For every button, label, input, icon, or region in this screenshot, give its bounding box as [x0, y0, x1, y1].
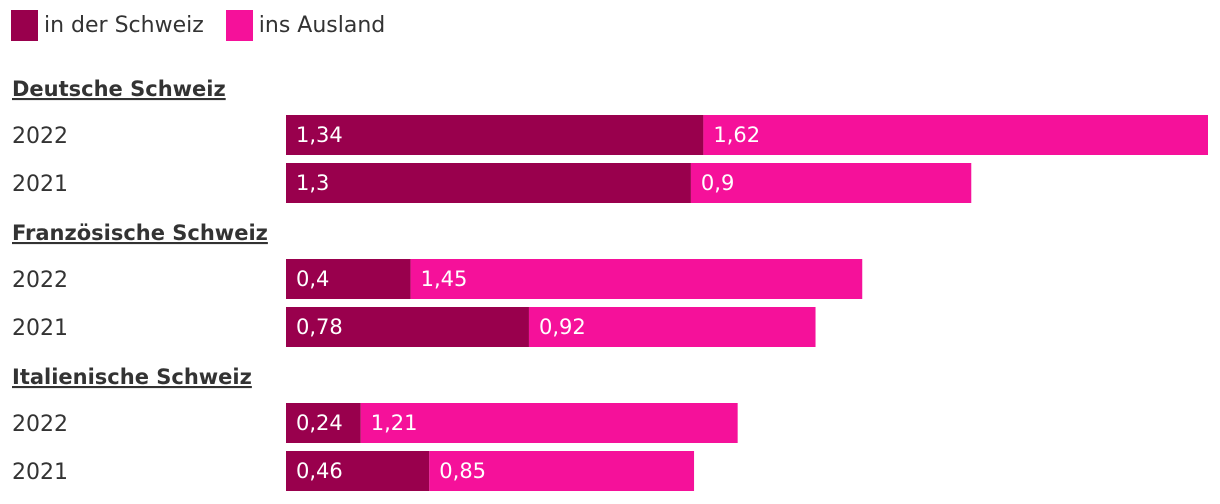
legend-swatch-in-der-schweiz: [11, 10, 38, 41]
bar-label-deutsche-schweiz-2022-ins-ausland: 1,62: [713, 123, 760, 147]
bar-label-deutsche-schweiz-2021-in-der-schweiz: 1,3: [296, 171, 329, 195]
bar-label-deutsche-schweiz-2021-ins-ausland: 0,9: [701, 171, 734, 195]
bar-label-franz-sische-schweiz-2022-ins-ausland: 1,45: [421, 267, 468, 291]
bar-label-italienische-schweiz-2021-ins-ausland: 0,85: [439, 459, 486, 483]
year-label-franz-sische-schweiz-2021: 2021: [12, 316, 68, 341]
bar-label-italienische-schweiz-2022-in-der-schweiz: 0,24: [296, 411, 343, 435]
bar-franz-sische-schweiz-2021-ins-ausland: [528, 307, 816, 347]
year-label-deutsche-schweiz-2022: 2022: [12, 124, 68, 149]
legend: in der Schweiz ins Ausland: [11, 10, 407, 41]
bar-italienische-schweiz-2022-in-der-schweiz: [286, 403, 361, 443]
bar-deutsche-schweiz-2022-in-der-schweiz: [286, 115, 704, 155]
bar-label-franz-sische-schweiz-2021-ins-ausland: 0,92: [539, 315, 586, 339]
bar-deutsche-schweiz-2021-ins-ausland: [690, 163, 972, 203]
legend-item-in-der-schweiz: in der Schweiz: [11, 10, 204, 41]
bar-label-franz-sische-schweiz-2021-in-der-schweiz: 0,78: [296, 315, 343, 339]
group-title-italienische-schweiz: Italienische Schweiz: [12, 365, 252, 389]
year-label-deutsche-schweiz-2021: 2021: [12, 172, 68, 197]
bar-deutsche-schweiz-2022-ins-ausland: [703, 115, 1208, 155]
legend-item-ins-ausland: ins Ausland: [225, 10, 386, 41]
bar-label-italienische-schweiz-2021-in-der-schweiz: 0,46: [296, 459, 343, 483]
legend-label-in-der-schweiz: in der Schweiz: [44, 13, 204, 38]
bar-label-italienische-schweiz-2022-ins-ausland: 1,21: [371, 411, 418, 435]
bar-italienische-schweiz-2022-ins-ausland: [360, 403, 738, 443]
bar-italienische-schweiz-2021-in-der-schweiz: [286, 451, 430, 491]
bar-italienische-schweiz-2021-ins-ausland: [429, 451, 695, 491]
group-title-franz-sische-schweiz: Französische Schweiz: [12, 221, 268, 245]
bar-label-deutsche-schweiz-2022-in-der-schweiz: 1,34: [296, 123, 343, 147]
bar-franz-sische-schweiz-2021-in-der-schweiz: [286, 307, 529, 347]
legend-swatch-ins-ausland: [225, 10, 253, 41]
bar-franz-sische-schweiz-2022-in-der-schweiz: [286, 259, 411, 299]
year-label-franz-sische-schweiz-2022: 2022: [12, 268, 68, 293]
legend-label-ins-ausland: ins Ausland: [258, 13, 386, 38]
year-label-italienische-schweiz-2022: 2022: [12, 412, 68, 437]
bar-deutsche-schweiz-2021-in-der-schweiz: [286, 163, 691, 203]
bar-label-franz-sische-schweiz-2022-in-der-schweiz: 0,4: [296, 267, 329, 291]
bar-franz-sische-schweiz-2022-ins-ausland: [410, 259, 863, 299]
year-label-italienische-schweiz-2021: 2021: [12, 460, 68, 485]
group-title-deutsche-schweiz: Deutsche Schweiz: [12, 77, 226, 101]
